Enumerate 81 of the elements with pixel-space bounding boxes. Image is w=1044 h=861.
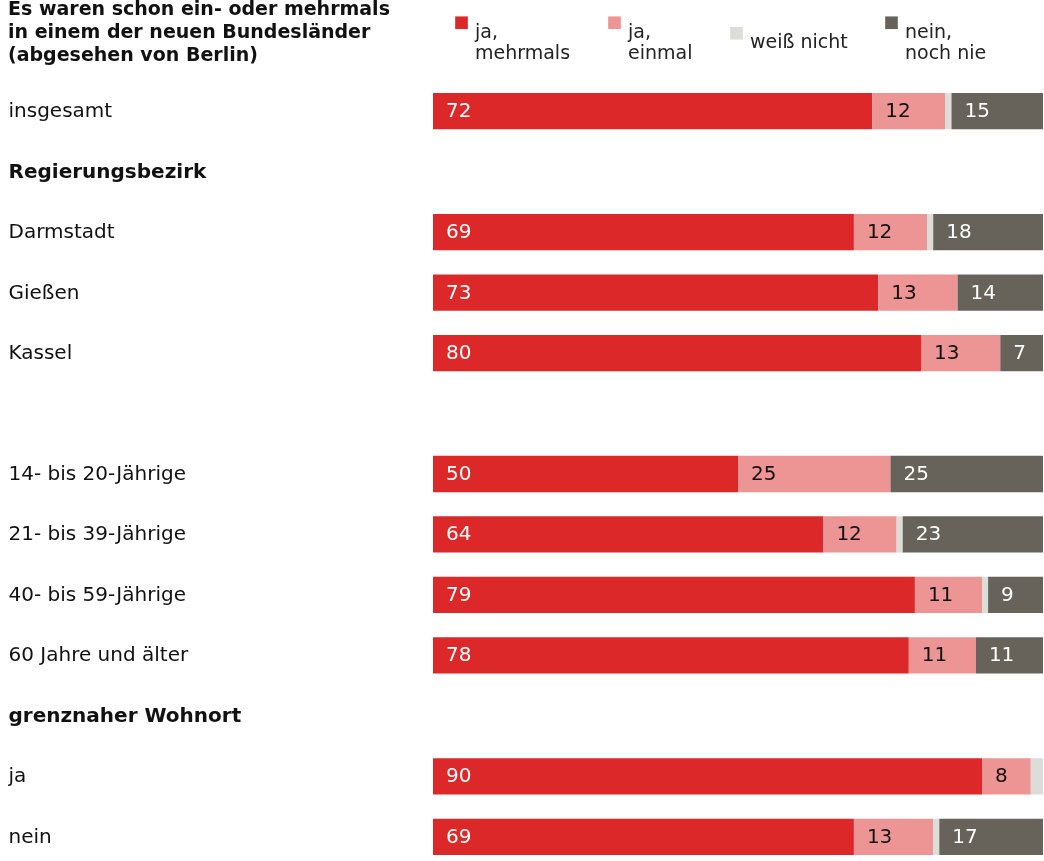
data-label: 13 (934, 340, 960, 365)
bar (433, 516, 824, 553)
data-label: 69 (446, 219, 472, 244)
y-tick-label: Gießen (8, 279, 80, 304)
data-label: 23 (915, 521, 942, 546)
data-label: 69 (446, 823, 472, 848)
data-label: 13 (891, 279, 917, 304)
y-tick-label: 40- bis 59-Jährige (8, 581, 186, 606)
data-label: 17 (952, 823, 978, 848)
bar (939, 818, 1043, 855)
bar (1030, 758, 1043, 795)
legend-label: nein, noch nie (905, 19, 987, 63)
bar (896, 516, 903, 553)
bar (982, 758, 1031, 795)
y-tick-label: 21- bis 39-Jährige (8, 521, 186, 546)
bar (853, 818, 934, 855)
data-label: 11 (988, 642, 1015, 667)
bar (890, 455, 1043, 493)
data-label: 90 (446, 763, 472, 788)
data-label: 80 (446, 340, 472, 365)
bar (975, 637, 1043, 674)
bar (988, 576, 1043, 614)
data-label: 13 (866, 823, 893, 848)
bar (433, 213, 854, 251)
data-label: 12 (885, 98, 911, 123)
bar (982, 576, 989, 614)
bar (433, 637, 909, 674)
bar (433, 334, 921, 372)
data-label: 7 (1013, 340, 1027, 365)
data-label: 9 (1001, 581, 1014, 606)
y-tick-label: grenznaher Wohnort (8, 702, 242, 727)
bar (433, 274, 879, 311)
data-label: 25 (751, 461, 777, 485)
bar (872, 93, 946, 130)
legend-label: ja, mehrmals (474, 19, 571, 63)
y-tick-label: ja (7, 763, 27, 788)
y-tick-label: 14- bis 20-Jährige (8, 461, 186, 485)
bar (921, 334, 1001, 372)
text: Es waren schon ein- oder mehrmals in einem der neuen Bundesländer (abgesehen von Berlin) (8, 0, 390, 65)
bar (433, 576, 915, 614)
data-label: 72 (446, 98, 472, 123)
data-label: 79 (446, 581, 472, 606)
y-tick-label: Kassel (8, 340, 73, 365)
legend-label: ja, einmal (627, 19, 693, 63)
bar (738, 455, 891, 493)
data-label: 25 (903, 461, 929, 485)
data-label: 15 (964, 98, 990, 123)
bar (945, 93, 952, 130)
data-label: 64 (446, 521, 472, 546)
legend-label: weiß nicht (750, 30, 848, 53)
data-label: 14 (970, 279, 997, 304)
bar (957, 274, 1043, 311)
bar (933, 818, 940, 855)
data-label: 73 (446, 279, 472, 304)
bar (853, 213, 928, 251)
data-label: 78 (446, 642, 472, 667)
bar (933, 213, 1043, 251)
bar (433, 758, 982, 795)
bar (433, 455, 738, 493)
bar (902, 516, 1043, 553)
bar (951, 93, 1043, 130)
bar (1000, 334, 1043, 372)
y-tick-label: nein (8, 823, 52, 848)
y-tick-label: insgesamt (8, 98, 113, 123)
bar (823, 516, 897, 553)
y-tick-label: Regierungsbezirk (8, 158, 207, 183)
y-tick-label: Darmstadt (8, 219, 115, 244)
data-label: 12 (866, 219, 893, 244)
data-label: 11 (921, 642, 948, 667)
bar (433, 93, 873, 130)
data-label: 18 (946, 219, 972, 244)
bar (878, 274, 958, 311)
bar (927, 213, 934, 251)
bar (908, 637, 976, 674)
data-label: 11 (927, 581, 954, 606)
bar (914, 576, 982, 614)
data-label: 12 (836, 521, 862, 546)
bar (433, 818, 854, 855)
data-label: 50 (446, 461, 472, 485)
data-label: 8 (995, 763, 1008, 788)
y-tick-label: 60 Jahre und älter (8, 642, 189, 667)
